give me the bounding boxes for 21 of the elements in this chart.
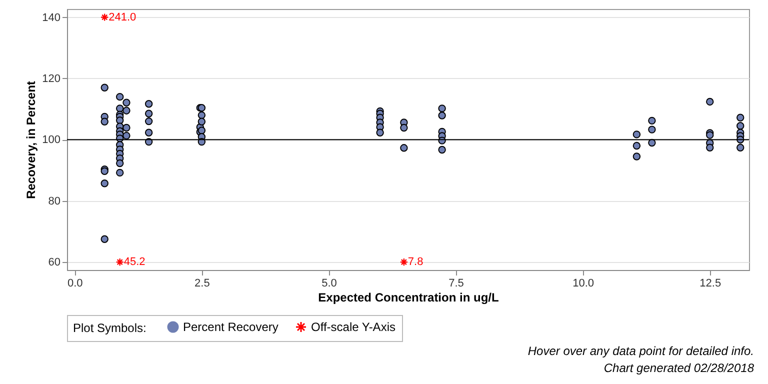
y-tick-label: 100: [42, 134, 60, 146]
legend-label: Percent Recovery: [183, 320, 278, 334]
x-tick-label: 0.0: [67, 278, 83, 290]
legend-title: Plot Symbols:: [73, 321, 146, 335]
annotation: 45.2: [124, 256, 146, 268]
legend-label: Off-scale Y-Axis: [311, 320, 396, 334]
y-tick-label: 60: [48, 256, 60, 269]
x-tick-label: 7.5: [448, 278, 464, 290]
y-tick-label: 140: [42, 12, 60, 24]
x-tick-label: 12.5: [700, 278, 722, 290]
annotation: 241.0: [108, 11, 136, 24]
text: Hover over any data point for detailed info.: [528, 343, 754, 360]
x-tick-label: 5.0: [322, 278, 337, 290]
x-tick-label: 10.0: [572, 278, 594, 290]
x-axis-title: Expected Concentration in ug/L: [318, 290, 499, 304]
y-tick-label: 120: [42, 72, 60, 85]
x-tick-label: 2.5: [194, 278, 210, 290]
y-tick-label: 80: [48, 195, 60, 208]
y-axis-title: Recovery, in Percent: [24, 81, 38, 199]
annotation: 7.8: [408, 256, 424, 268]
text: Chart generated 02/28/2018: [602, 360, 754, 377]
